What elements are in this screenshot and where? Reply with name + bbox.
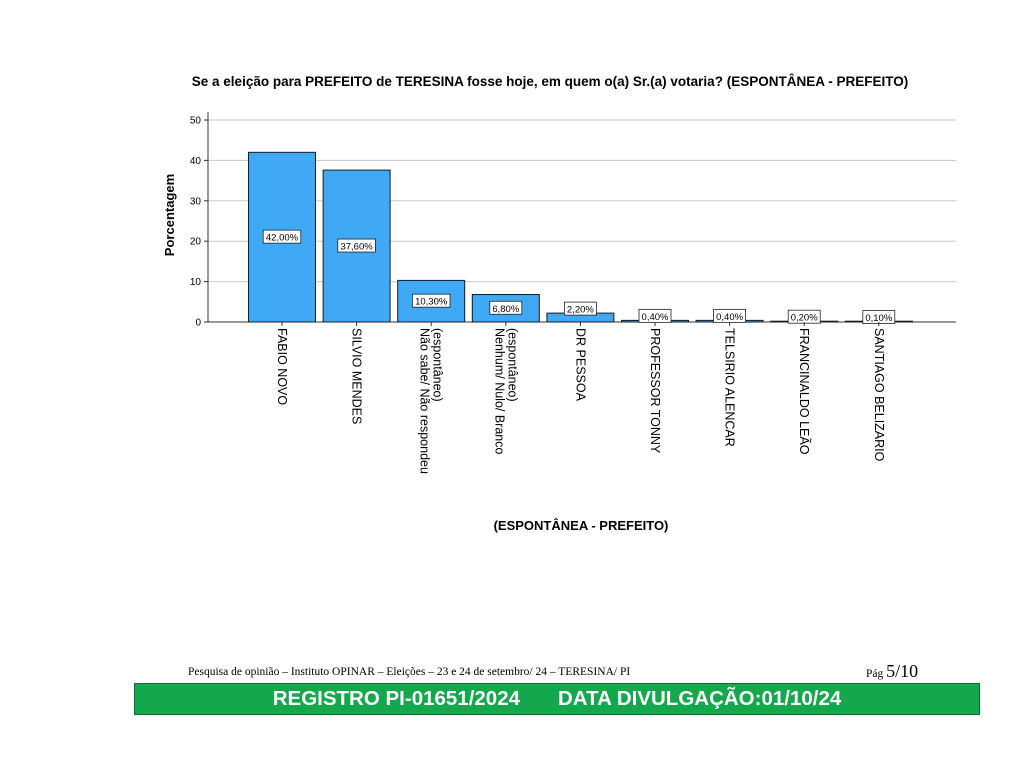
x-tick-label: TELSIRIO ALENCAR [723, 322, 737, 447]
data-label: 2,20% [564, 301, 597, 316]
page-value: 5/10 [886, 661, 919, 681]
y-tick-label: 20 [190, 237, 202, 248]
data-label-text: 2,20% [567, 305, 594, 316]
data-label: 0,40% [638, 308, 672, 323]
x-tick-label-line: SANTIAGO BELIZARIO [872, 328, 886, 462]
data-label-box [564, 301, 597, 316]
data-label: 0,40% [713, 308, 746, 323]
x-tick-label: PROFESSOR TONNY [648, 322, 662, 454]
x-tick-label-line: SILVIO MENDES [350, 328, 364, 424]
data-label-text: 0,40% [642, 312, 669, 323]
x-tick-label: FABIO NOVO [275, 322, 289, 405]
data-label: 0,20% [787, 309, 821, 324]
x-tick-label-line: PROFESSOR TONNY [648, 328, 662, 454]
bar-chart: 0 10 20 30 40 50 42,00% 37,60% 10,30% 6,80% 2,20%… [162, 112, 956, 533]
bars [248, 151, 913, 323]
data-label-text: 42,00% [266, 233, 299, 244]
x-axis-label: (ESPONTÂNEA - PREFEITO) [494, 518, 669, 533]
x-tick-label-line: Não sabe/ Não respondeu [418, 328, 432, 474]
page-prefix: Pág [866, 668, 884, 680]
x-tick-label-line: TELSIRIO ALENCAR [723, 328, 737, 447]
x-tick-label: DR PESSOA [573, 322, 587, 402]
x-tick-labels: FABIO NOVO SILVIO MENDES Não sabe/ Não res… [275, 322, 886, 474]
x-tick-label-line: FABIO NOVO [275, 328, 289, 405]
y-tick-label: 40 [190, 156, 202, 167]
gridlines [208, 119, 956, 283]
y-tick-label: 0 [195, 318, 201, 329]
page-number: Pág 5/10 [866, 661, 918, 682]
release-date: DATA DIVULGAÇÃO:01/10/24 [558, 687, 842, 710]
x-tick-label-line: Nenhum/ Nulo/ Branco [492, 328, 506, 455]
y-tick-label: 30 [190, 196, 202, 207]
x-tick-label: FRANCINALDO LEÃO [797, 322, 811, 455]
registry-banner: REGISTRO PI-01651/2024 DATA DIVULGAÇÃO:0… [134, 683, 980, 715]
data-labels: 42,00% 37,60% 10,30% 6,80% 2,20% 0,40% 0,40% 0,… [262, 229, 896, 324]
y-tick-label: 50 [190, 116, 202, 127]
data-label-box [489, 300, 523, 315]
x-tick-label: Não sabe/ Não respondeu (espontâneo) [418, 322, 445, 474]
x-tick-label: SILVIO MENDES [350, 322, 364, 424]
data-label-text: 0,40% [716, 312, 743, 323]
chart-title: Se a eleição para PREFEITO de TERESINA f… [191, 74, 909, 89]
x-tick-label: SANTIAGO BELIZARIO [872, 322, 886, 462]
footer-source: Pesquisa de opinião – Instituto OPINAR –… [188, 666, 631, 678]
x-tick-label-line: (espontâneo) [505, 328, 519, 402]
registry-number: REGISTRO PI-01651/2024 [272, 687, 520, 710]
data-label-box [337, 238, 376, 253]
x-tick-label: Nenhum/ Nulo/ Branco (espontâneo) [492, 322, 519, 455]
data-label: 6,80% [489, 300, 523, 315]
data-label-box [262, 229, 302, 244]
data-label: 42,00% [262, 229, 302, 244]
data-label-text: 10,30% [415, 297, 448, 308]
data-label-text: 0,10% [865, 313, 892, 324]
x-tick-label-line: FRANCINALDO LEÃO [797, 328, 811, 455]
x-tick-label-line: DR PESSOA [573, 328, 587, 402]
data-label-text: 0,20% [791, 313, 818, 324]
x-tick-label-line: (espontâneo) [431, 328, 445, 402]
data-label: 10,30% [411, 293, 451, 308]
y-axis-label: Porcentagem [162, 174, 177, 256]
data-label-box [411, 293, 451, 308]
data-label: 37,60% [337, 238, 376, 253]
data-label-text: 6,80% [492, 304, 519, 315]
y-tick-label: 10 [190, 277, 202, 288]
data-label-text: 37,60% [340, 242, 373, 253]
